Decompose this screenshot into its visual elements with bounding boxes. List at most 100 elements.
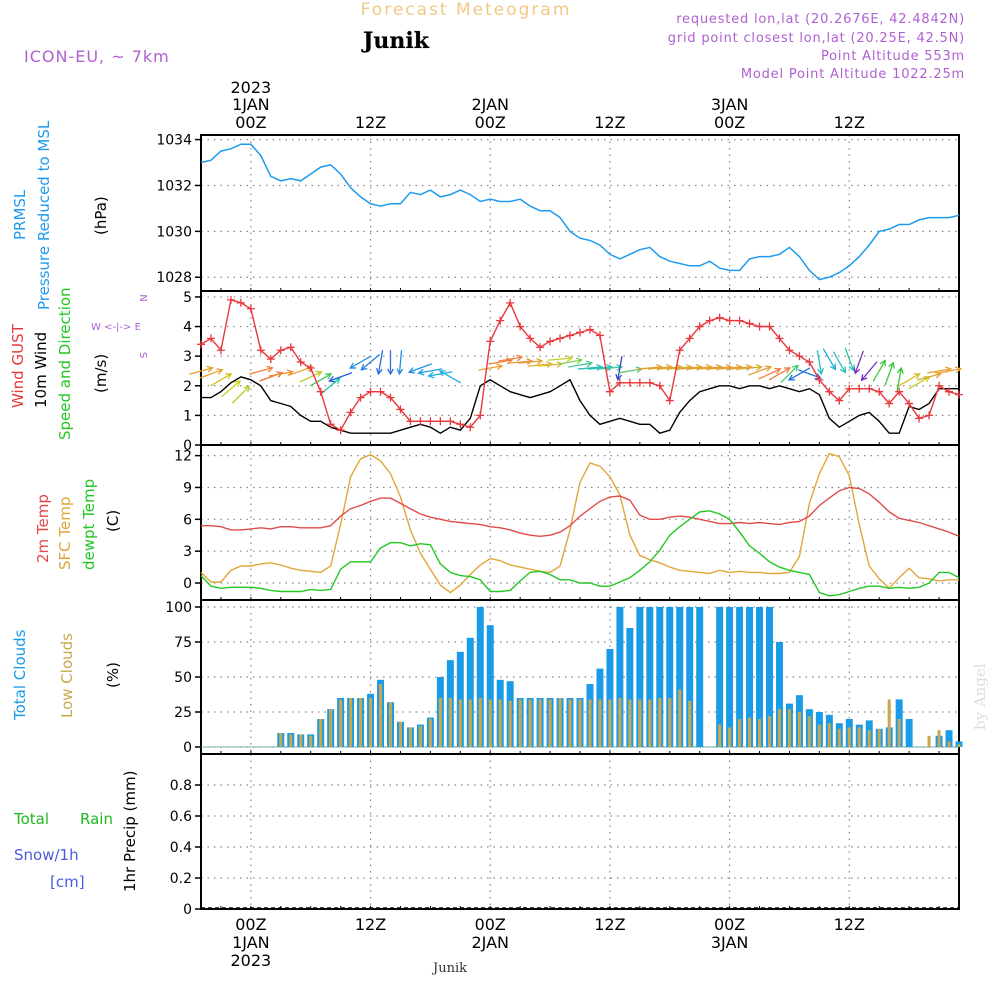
wind-arrow-head (774, 367, 782, 375)
bottom-time-label: 00Z (475, 915, 506, 934)
gust-marker (496, 316, 505, 325)
gust-marker (236, 298, 245, 307)
low-cloud-bar (887, 699, 891, 747)
wind-arrow-shaft (508, 360, 533, 364)
gust-marker (745, 319, 754, 328)
location-title: Junik (361, 28, 430, 54)
low-cloud-bar (309, 735, 313, 747)
wind-arrow-shaft (861, 361, 878, 381)
wind-arrow-shaft (844, 347, 855, 371)
wind-arrow-head (266, 365, 274, 373)
wind-arrow (231, 385, 251, 404)
wind-arrow-shaft (189, 367, 213, 375)
wind-arrow (360, 353, 381, 371)
wind-arrow-head (913, 373, 921, 380)
wind-arrow-shaft (577, 366, 602, 370)
low-cloud-bar (857, 727, 861, 747)
low-cloud-bar (927, 735, 931, 747)
snow-label: Snow/1h (14, 846, 79, 864)
wind-arrow-head (814, 373, 822, 380)
wind-arrow (375, 350, 384, 376)
compass-west-east: W <-|-> E (91, 322, 141, 333)
wind-arrow-head (615, 373, 623, 382)
bottom-time-label: 00Z (714, 915, 745, 934)
gust-marker (396, 405, 405, 414)
wind-arrow (396, 350, 404, 376)
wind-arrows (189, 347, 963, 404)
requested-coords: requested lon,lat (20.2676E, 42.4842N) (676, 12, 965, 27)
y-tick-label: 1 (183, 408, 192, 424)
gust-marker (316, 387, 325, 396)
gust-marker (595, 331, 604, 340)
y-tick-label: 1034 (156, 133, 192, 149)
gust-marker (576, 328, 584, 337)
low-cloud-bar (618, 698, 622, 747)
wind-arrow (860, 361, 878, 382)
wind-arrow (727, 363, 753, 371)
sfc-temp-label: SFC Temp (56, 497, 74, 570)
wind-arrow-shaft (558, 359, 582, 365)
wind-arrow-shaft (884, 362, 894, 386)
point-altitude: Point Altitude 553m (821, 49, 965, 64)
wind-arrow-shaft (898, 373, 920, 387)
wind-arrow-head (817, 368, 824, 376)
total-cloud-bar (606, 649, 614, 747)
wind-arrow (199, 368, 224, 379)
wind-arrow-shaft (268, 371, 293, 377)
wind-arrow-shaft (199, 369, 223, 379)
total-cloud-bar (766, 607, 773, 747)
low-cloud-bar (359, 698, 363, 747)
low-cloud-bar (877, 728, 881, 747)
wind-arrow-head (566, 355, 574, 362)
y-tick-label: 1030 (156, 224, 192, 240)
y-tick-label: 12 (174, 449, 192, 465)
low-cloud-bar (468, 699, 472, 747)
low-cloud-bar (538, 699, 542, 747)
gust-marker (197, 340, 205, 349)
total-label: Total (13, 810, 49, 828)
wind-arrow-shaft (408, 363, 432, 373)
gust-marker (516, 322, 525, 331)
wind-arrow (937, 366, 963, 374)
chart-title: Forecast Meteogram (361, 0, 572, 20)
gust-marker (246, 304, 255, 313)
wind-arrow-head (606, 363, 614, 371)
low-cloud-bar (568, 699, 572, 747)
y-tick-label: 1032 (156, 178, 192, 194)
pressure-label-short: PRMSL (11, 189, 29, 240)
low-cloud-bar (478, 698, 482, 747)
low-cloud-bar (827, 723, 831, 747)
wind-unit: (m/s) (92, 354, 110, 393)
total-cloud-bar (476, 607, 484, 747)
gust-marker (456, 420, 465, 429)
top-time-label: 12Z (834, 113, 865, 132)
wind-arrow-head (315, 370, 323, 378)
low-cloud-bar (807, 716, 811, 747)
wind-arrow-head (954, 366, 963, 374)
gust-marker (276, 346, 285, 355)
wind-arrow-shaft (780, 364, 799, 383)
low-cloud-bar (748, 717, 752, 747)
wind-arrow-head (276, 371, 284, 378)
low-cloud-bar (518, 699, 522, 747)
low-cloud-bar (349, 698, 353, 747)
gust-marker (266, 355, 275, 364)
wind-arrow-shaft (768, 367, 791, 381)
low-cloud-bar (638, 699, 642, 747)
top-time-label: 00Z (475, 113, 506, 132)
wind-arrow (309, 373, 333, 387)
gust-marker (855, 384, 864, 393)
wind-arrow (787, 367, 811, 381)
temp-unit: (C) (104, 510, 122, 532)
wind-arrow (768, 367, 792, 381)
gust-marker (615, 378, 624, 387)
wind-arrow-head (787, 374, 796, 381)
low-cloud-bar (548, 699, 552, 747)
panel-pressure: 1028 1030 1032 1034 (156, 133, 960, 292)
compass-north: N (137, 294, 148, 301)
wind-arrow-shaft (221, 380, 241, 397)
gust-marker (386, 393, 395, 402)
wind-arrow-head (536, 358, 544, 365)
wind-arrow-head (396, 368, 404, 376)
